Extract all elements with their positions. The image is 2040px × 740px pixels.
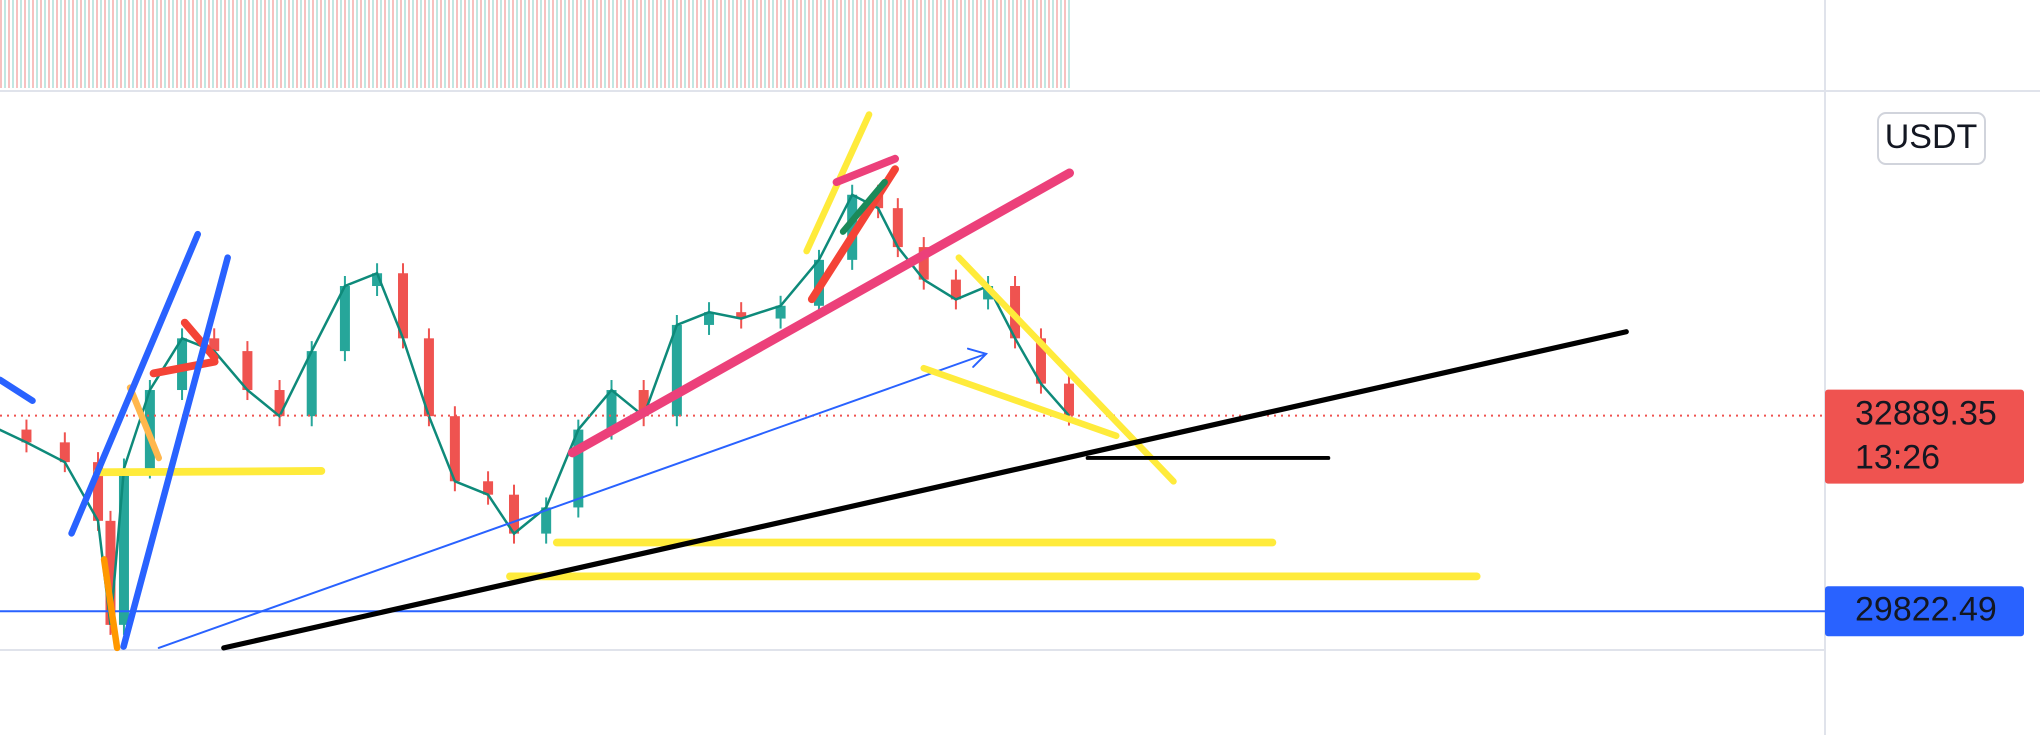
candle bbox=[483, 481, 494, 495]
candle bbox=[638, 390, 649, 417]
channel-line bbox=[120, 254, 231, 650]
trend-line bbox=[100, 556, 121, 652]
candle bbox=[606, 390, 617, 430]
trend-line bbox=[955, 254, 1177, 485]
candle bbox=[274, 390, 285, 417]
volume-strip bbox=[0, 0, 1070, 88]
candle bbox=[21, 429, 32, 443]
candle bbox=[573, 429, 584, 508]
trend-line bbox=[920, 364, 1120, 440]
candle bbox=[118, 468, 129, 625]
candle bbox=[105, 520, 116, 625]
candle bbox=[242, 351, 253, 391]
candle bbox=[736, 312, 747, 319]
marker-box bbox=[1825, 586, 2024, 637]
candle bbox=[950, 279, 961, 300]
trend-line bbox=[180, 318, 219, 362]
close-line bbox=[0, 193, 1070, 626]
arrow-head bbox=[966, 347, 989, 368]
candle bbox=[1035, 338, 1046, 384]
countdown-label: 13:26 bbox=[1855, 439, 1940, 477]
candle bbox=[306, 351, 317, 417]
plot bbox=[0, 184, 1825, 635]
trend-line bbox=[221, 329, 1629, 651]
candle bbox=[918, 247, 929, 280]
currency-box bbox=[1877, 112, 1986, 165]
last-price-label: 32889.35 bbox=[1855, 395, 1997, 433]
candle bbox=[339, 286, 350, 352]
channel-line bbox=[0, 376, 36, 404]
candle bbox=[449, 416, 460, 482]
candle bbox=[847, 194, 858, 260]
candle bbox=[209, 338, 220, 352]
drawings bbox=[0, 111, 1629, 652]
candle bbox=[1063, 383, 1074, 416]
candle bbox=[93, 462, 104, 521]
candle bbox=[541, 507, 552, 534]
marker-label: 29822.49 bbox=[1855, 590, 1997, 628]
candle bbox=[671, 324, 682, 417]
currency-label: USDT bbox=[1885, 118, 1978, 156]
trend-line bbox=[839, 178, 888, 235]
candle bbox=[892, 208, 903, 248]
trend-line bbox=[567, 168, 1074, 458]
candle bbox=[372, 273, 383, 287]
trend-line bbox=[126, 384, 162, 462]
trend-line bbox=[149, 357, 219, 378]
trend-line bbox=[832, 154, 899, 187]
price-axis: 32889.35 13:26 29822.49 bbox=[1825, 389, 2024, 637]
candle bbox=[704, 312, 715, 325]
candle bbox=[398, 273, 409, 339]
candle bbox=[509, 494, 520, 534]
candle bbox=[423, 338, 434, 417]
channel-line bbox=[68, 230, 202, 537]
support-line bbox=[93, 467, 326, 477]
last-price-box bbox=[1825, 389, 2024, 484]
candle bbox=[775, 305, 786, 319]
candle bbox=[59, 442, 70, 463]
trend-arrow bbox=[157, 352, 988, 649]
